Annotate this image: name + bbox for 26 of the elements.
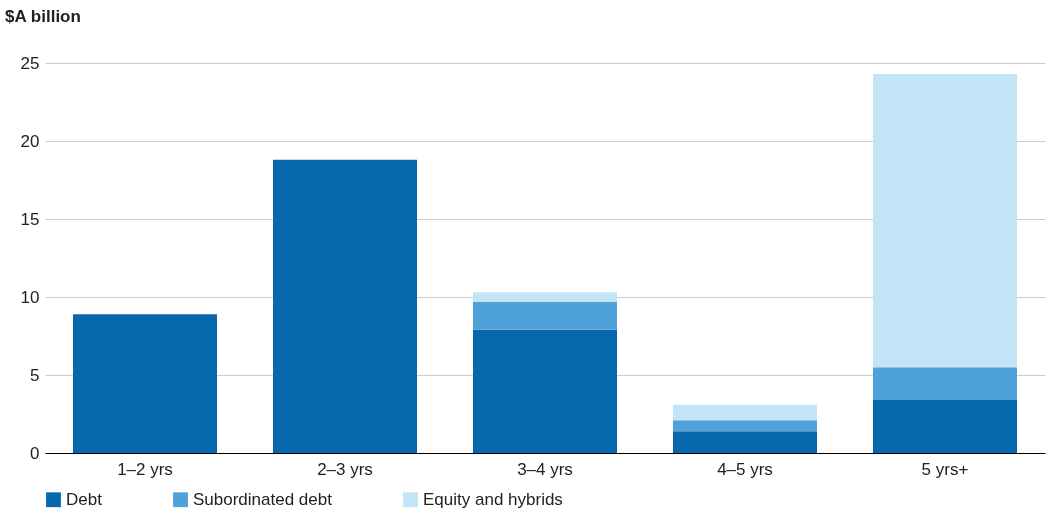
x-tick-label: 2–3 yrs [317,459,373,479]
x-tick-label: 4–5 yrs [717,459,773,479]
bar [273,159,417,453]
legend-label: Subordinated debt [193,489,333,509]
bar [673,431,817,453]
legend-label: Equity and hybrids [423,489,563,509]
bar [673,420,817,432]
bar [873,73,1017,368]
y-tick-label: 5 [30,365,40,385]
bar [473,301,617,330]
x-tick-label: 1–2 yrs [117,459,173,479]
y-axis-title: $A billion [5,7,81,26]
bar [473,292,617,302]
x-tick-label: 3–4 yrs [517,459,573,479]
bar [473,329,617,453]
bar [73,314,217,453]
bar [673,404,817,421]
bar [873,399,1017,453]
x-tick-label: 5 yrs+ [921,459,969,479]
y-tick-label: 10 [20,287,40,307]
y-tick-label: 20 [20,131,40,151]
y-tick-label: 25 [20,53,40,73]
legend-label: Debt [66,489,103,509]
y-tick-label: 15 [20,209,40,229]
bar [873,367,1017,400]
y-tick-label: 0 [30,443,40,463]
